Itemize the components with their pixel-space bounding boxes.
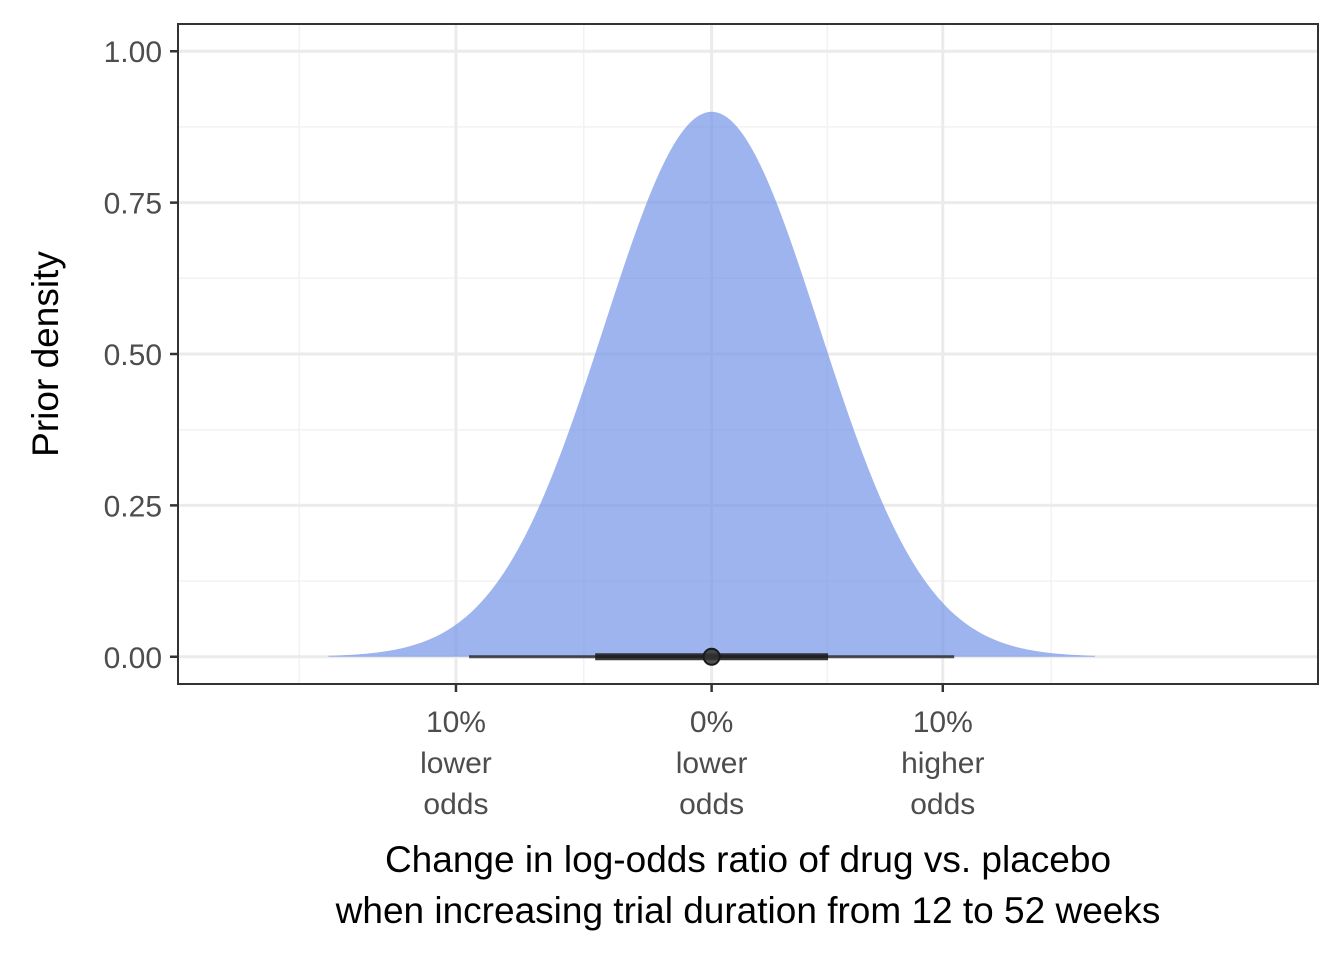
y-tick-label: 0.25 [104,490,162,523]
x-axis-title-line2: when increasing trial duration from 12 t… [335,890,1161,931]
x-tick-label: 10% higher odds [901,706,984,821]
y-tick-label: 0.50 [104,339,162,372]
density-area [328,111,1095,657]
y-tick-label: 0.00 [104,642,162,675]
x-axis-title-line1: Change in log-odds ratio of drug vs. pla… [385,839,1111,880]
y-tick-label: 1.00 [104,36,162,69]
interval-summary [469,647,955,666]
x-tick-label: 10% lower odds [420,706,492,821]
x-tick-label: 0% lower odds [676,706,748,821]
point-estimate [702,647,721,666]
y-axis-title: Prior density [25,251,66,457]
y-tick-label: 0.75 [104,188,162,221]
y-axis: 0.00 0.25 0.50 0.75 1.00 [104,36,178,675]
x-axis: 10% lower odds 0% lower odds 10% higher odds [420,684,984,821]
